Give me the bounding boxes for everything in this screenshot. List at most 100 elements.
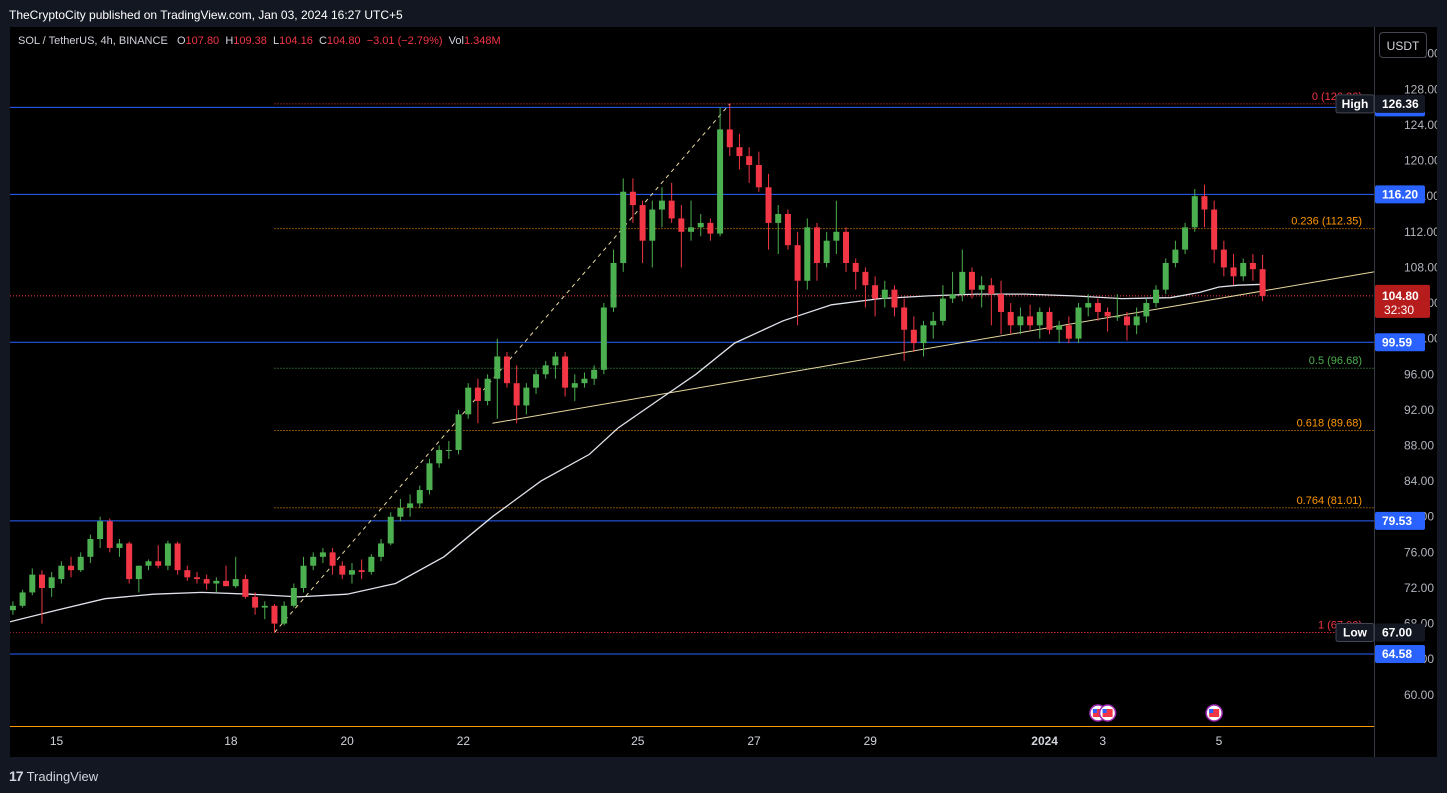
candle-body [697, 222, 704, 228]
candle-body [852, 262, 859, 272]
low-label: L [273, 35, 280, 47]
candle [707, 218, 714, 241]
candle [368, 554, 375, 575]
time-tick-label: 5 [1216, 734, 1223, 748]
candle [203, 574, 210, 590]
tradingview-logo[interactable]: 17 TradingView [9, 768, 98, 784]
price-tick-label: 84.00 [1404, 474, 1434, 488]
candle [804, 218, 811, 290]
candle-body [1085, 303, 1092, 308]
candle [416, 485, 423, 508]
high-price-tag-side-bg [1335, 94, 1375, 114]
candle-body [998, 294, 1005, 312]
candle-body [513, 383, 520, 406]
level-price-tag: 99.59 [1375, 333, 1425, 352]
candle-body [688, 227, 695, 232]
candle [1230, 254, 1237, 286]
candle [1075, 303, 1082, 344]
candle-body [145, 561, 152, 566]
high-price-tag: 126.36 High [1335, 94, 1425, 114]
candle [339, 561, 346, 580]
candle [1085, 294, 1092, 317]
price-tick-label: 72.00 [1404, 581, 1434, 595]
currency-button[interactable]: USDT [1379, 32, 1427, 58]
event-flag-icon [1098, 704, 1117, 722]
candle [668, 182, 675, 223]
candle-body [1211, 209, 1218, 250]
candle [503, 352, 510, 388]
plot-layer: 0 (126.36)0.236 (112.35)0.5 (96.68)0.618… [10, 91, 1374, 722]
candle-body [746, 156, 753, 166]
candle [1259, 254, 1266, 302]
level-price-tag-bg [1375, 333, 1425, 352]
candle-body [348, 570, 355, 575]
candle [901, 298, 908, 361]
candle-body [726, 129, 733, 148]
candle-body [174, 543, 181, 571]
candle [87, 534, 94, 564]
candle-body [1046, 311, 1053, 330]
candle-body [319, 552, 326, 557]
candle [697, 213, 704, 237]
candle-body [378, 543, 385, 557]
price-chart[interactable]: 0 (126.36)0.236 (112.35)0.5 (96.68)0.618… [10, 27, 1437, 757]
candle [1240, 258, 1247, 281]
candle-body [872, 285, 879, 299]
candle [1211, 200, 1218, 263]
low-value: 104.16 [279, 35, 313, 47]
candle-body [1094, 303, 1101, 312]
candle [1104, 307, 1111, 332]
candle [881, 280, 888, 308]
candle [38, 570, 45, 624]
candle-body [562, 356, 569, 388]
candle [843, 227, 850, 272]
level-price-tag-text: 116.20 [1382, 187, 1418, 201]
candle [533, 369, 540, 394]
price-tick-label: 88.00 [1404, 439, 1434, 453]
candle [852, 258, 859, 290]
candle-body [1182, 227, 1189, 250]
chart-area[interactable]: 0 (126.36)0.236 (112.35)0.5 (96.68)0.618… [10, 27, 1437, 757]
moving-average-line [10, 283, 1263, 623]
symbol-name[interactable]: SOL / TetherUS, 4h, BINANCE [18, 35, 168, 47]
candle-body [523, 387, 530, 406]
candle-body [271, 605, 278, 624]
last-price-countdown: 32:30 [1384, 303, 1414, 317]
top-bar: TheCryptoCity published on TradingView.c… [0, 0, 1447, 27]
candle-body [135, 565, 142, 580]
candle [891, 285, 898, 317]
candle [1065, 316, 1072, 344]
candle-body [1133, 316, 1140, 326]
candle-body [600, 307, 607, 370]
candle [290, 583, 297, 608]
candle [97, 516, 104, 548]
candle-body [474, 387, 481, 401]
symbol-legend: SOL / TetherUS, 4h, BINANCE O107.80 H109… [18, 35, 501, 47]
candle [68, 556, 75, 578]
tradingview-logo-text: TradingView [26, 769, 99, 784]
candle-body [1056, 325, 1063, 330]
candle [726, 103, 733, 157]
candle-body [978, 285, 985, 290]
candle [1123, 311, 1130, 341]
candle [329, 547, 336, 575]
candle-body [1240, 262, 1247, 277]
candle [736, 133, 743, 170]
candle-body [833, 231, 840, 241]
level-price-tag: 64.58 [1375, 645, 1425, 664]
time-tick-label: 2024 [1031, 734, 1058, 748]
candle [571, 374, 578, 401]
candle [1036, 307, 1043, 339]
candle [358, 559, 365, 580]
candle [252, 592, 259, 615]
candle-body [639, 205, 646, 241]
candle [465, 383, 472, 419]
candle-body [901, 307, 908, 330]
high-price-tag-bg [1375, 94, 1425, 113]
time-tick-label: 20 [340, 734, 354, 748]
candle [794, 231, 801, 326]
candle-body [707, 222, 714, 234]
candle-body [242, 579, 249, 597]
candle [688, 200, 695, 241]
candle-body [988, 285, 995, 295]
